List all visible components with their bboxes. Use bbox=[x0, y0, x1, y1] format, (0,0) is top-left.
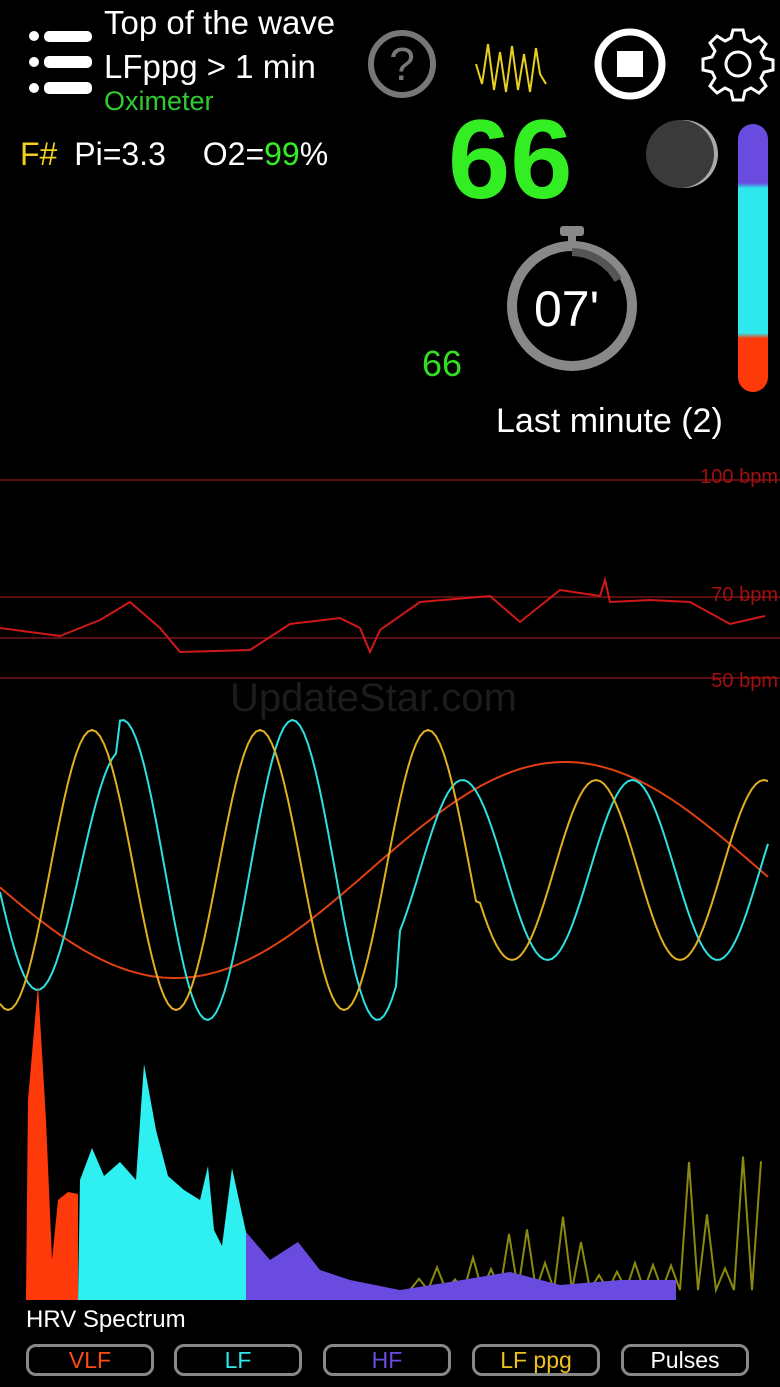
hrv-spectrum bbox=[0, 980, 780, 1302]
o2-value: 99 bbox=[264, 136, 300, 172]
spectrum-label: HRV Spectrum bbox=[26, 1306, 186, 1334]
heart-rate-small: 66 bbox=[422, 343, 462, 385]
title-line2: LFppg > 1 min bbox=[104, 48, 316, 86]
lf-band bbox=[78, 1064, 246, 1300]
hf-band bbox=[246, 1232, 676, 1300]
label-70-bpm: 70 bpm bbox=[711, 584, 778, 607]
heart-rate-chart bbox=[0, 460, 780, 700]
hf-button[interactable]: HF bbox=[323, 1344, 451, 1376]
waveform-icon[interactable] bbox=[472, 34, 552, 100]
stats-row: F# Pi=3.3 O2=99% bbox=[20, 136, 328, 173]
o2-label: O2= bbox=[203, 136, 264, 172]
o2-unit: % bbox=[300, 136, 328, 172]
heart-rate-trace bbox=[0, 580, 765, 652]
moon-icon[interactable] bbox=[644, 116, 720, 192]
raw-ppg-trace bbox=[410, 1157, 761, 1290]
vlf-wave bbox=[0, 762, 768, 978]
settings-gear-icon[interactable] bbox=[700, 26, 776, 102]
vlf-band bbox=[26, 985, 78, 1300]
pi-value: Pi=3.3 bbox=[74, 136, 166, 172]
label-100-bpm: 100 bpm bbox=[700, 466, 778, 489]
last-minute-label: Last minute (2) bbox=[496, 402, 723, 441]
menu-icon[interactable] bbox=[28, 28, 94, 96]
lf-ppg-button[interactable]: LF ppg bbox=[472, 1344, 600, 1376]
source-label: Oximeter bbox=[104, 86, 214, 117]
f-label: F# bbox=[20, 136, 57, 172]
svg-text:?: ? bbox=[389, 38, 415, 90]
timer-value: 07' bbox=[534, 280, 599, 338]
help-icon[interactable]: ? bbox=[366, 28, 438, 100]
pulses-button[interactable]: Pulses bbox=[621, 1344, 749, 1376]
lf-wave bbox=[0, 720, 768, 1020]
lf-button[interactable]: LF bbox=[174, 1344, 302, 1376]
heart-rate-value: 66 bbox=[448, 100, 573, 220]
title-line1: Top of the wave bbox=[104, 4, 335, 42]
lf-ppg-wave bbox=[0, 730, 768, 1010]
stop-button[interactable] bbox=[592, 26, 668, 102]
vlf-button[interactable]: VLF bbox=[26, 1344, 154, 1376]
level-bar bbox=[738, 124, 768, 392]
